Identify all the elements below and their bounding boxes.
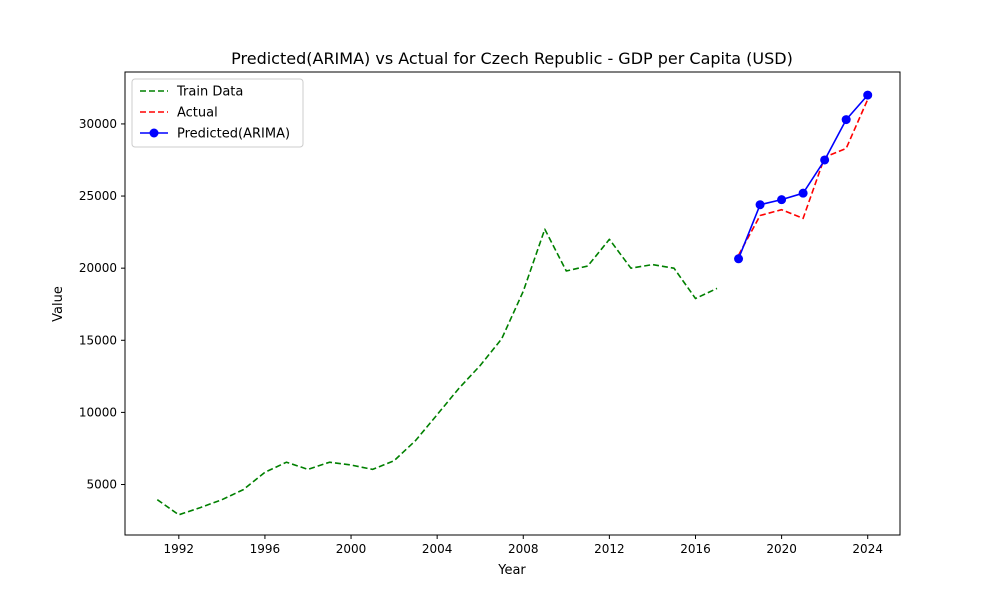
- y-tick-label: 5000: [86, 478, 117, 492]
- data-point: [863, 90, 873, 100]
- data-point: [734, 254, 744, 264]
- data-point: [777, 195, 787, 205]
- y-tick-label: 10000: [79, 405, 117, 419]
- y-tick-label: 15000: [79, 333, 117, 347]
- y-axis-label: Value: [51, 286, 66, 322]
- series-predicted-arima: [734, 90, 873, 264]
- x-tick-label: 2008: [508, 542, 539, 556]
- x-tick-label: 2024: [852, 542, 883, 556]
- x-axis-label: Year: [497, 563, 526, 578]
- y-tick-label: 30000: [79, 117, 117, 131]
- series-layer: [156, 90, 873, 516]
- data-point: [841, 115, 851, 125]
- data-point: [755, 200, 765, 210]
- legend-label: Predicted(ARIMA): [177, 127, 290, 142]
- data-point: [820, 155, 830, 165]
- chart-title: Predicted(ARIMA) vs Actual for Czech Rep…: [231, 49, 793, 68]
- legend-item-train-data: Train Data: [140, 85, 243, 100]
- plot-frame: [124, 71, 901, 536]
- series-actual: [737, 99, 869, 256]
- series-line-actual: [737, 99, 869, 256]
- x-tick-label: 2012: [594, 542, 625, 556]
- legend-label: Train Data: [176, 85, 243, 100]
- x-axis: 1992 1996 2000 2004 2008 2012 2016 2020 2024: [164, 535, 883, 556]
- y-tick-label: 20000: [79, 261, 117, 275]
- data-point: [798, 188, 808, 198]
- y-tick-label: 25000: [79, 189, 117, 203]
- legend: Train Data Actual Predicted(ARIMA): [131, 78, 304, 148]
- series-line-train-data: [156, 228, 718, 516]
- x-tick-label: 1996: [250, 542, 281, 556]
- x-tick-label: 2016: [680, 542, 711, 556]
- legend-item-actual: Actual: [140, 106, 218, 121]
- y-axis: 5000 10000 15000 20000 25000 30000: [79, 117, 125, 492]
- legend-label: Actual: [177, 106, 218, 121]
- plot-area: [125, 72, 900, 535]
- legend-marker: [149, 128, 159, 138]
- legend-item-predicted-arima: Predicted(ARIMA): [140, 127, 290, 142]
- x-tick-label: 2004: [422, 542, 453, 556]
- series-train-data: [156, 228, 718, 516]
- legend-box: [131, 78, 304, 148]
- x-tick-label: 2020: [766, 542, 797, 556]
- x-tick-label: 2000: [336, 542, 367, 556]
- x-tick-label: 1992: [164, 542, 195, 556]
